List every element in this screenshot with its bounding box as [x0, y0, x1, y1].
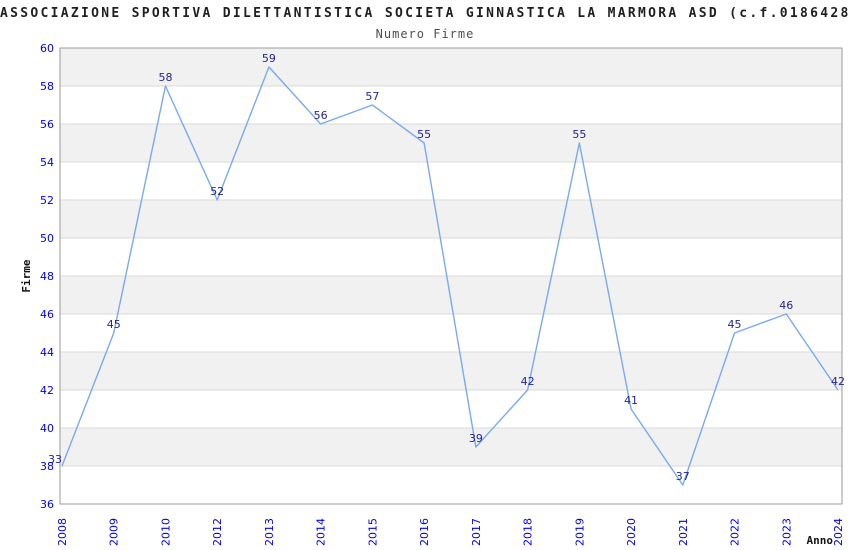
plot-band	[60, 200, 842, 238]
x-tick-label: 2023	[780, 518, 793, 546]
x-tick-label: 2012	[211, 518, 224, 546]
x-tick-label: 2010	[159, 518, 172, 546]
x-tick-label: 2017	[470, 518, 483, 546]
x-tick-label: 2013	[263, 518, 276, 546]
y-tick-label: 46	[40, 308, 54, 321]
y-tick-label: 38	[40, 460, 54, 473]
x-tick-label: 2016	[418, 518, 431, 546]
point-label: 46	[779, 299, 793, 312]
x-tick-label: 2020	[625, 518, 638, 546]
y-tick-label: 54	[40, 156, 54, 169]
point-label: 58	[158, 71, 172, 84]
point-label: 57	[365, 90, 379, 103]
plot-band	[60, 428, 842, 466]
point-label: 59	[262, 52, 276, 65]
plot-frame	[59, 47, 843, 505]
point-label: 45	[107, 318, 121, 331]
point-label: 42	[521, 375, 535, 388]
y-tick-label: 60	[40, 42, 54, 55]
point-label: 45	[728, 318, 742, 331]
x-tick-label: 2018	[522, 518, 535, 546]
chart-subtitle: Numero Firme	[375, 27, 475, 41]
plot-band	[60, 48, 842, 86]
y-tick-label: 44	[40, 346, 54, 359]
y-tick-label: 58	[40, 80, 54, 93]
point-label: 55	[572, 128, 586, 141]
chart-title: ASSOCIAZIONE SPORTIVA DILETTANTISTICA SO…	[0, 6, 850, 21]
y-tick-label: 50	[40, 232, 54, 245]
plot-band	[60, 276, 842, 314]
point-label: 41	[624, 394, 638, 407]
point-label: 39	[469, 432, 483, 445]
y-axis-title: Firme	[20, 259, 33, 292]
x-axis-title: Anno	[807, 534, 834, 547]
point-label: 56	[314, 109, 328, 122]
y-tick-label: 52	[40, 194, 54, 207]
point-label: 37	[676, 470, 690, 483]
x-tick-label: 2022	[729, 518, 742, 546]
y-tick-label: 40	[40, 422, 54, 435]
x-tick-label: 2009	[108, 518, 121, 546]
x-tick-label: 2008	[56, 518, 69, 546]
point-label: 33	[48, 453, 62, 466]
x-tick-label: 2021	[677, 518, 690, 546]
plot-band	[60, 124, 842, 162]
y-tick-label: 56	[40, 118, 54, 131]
x-tick-label: 2015	[366, 518, 379, 546]
plot-band	[60, 352, 842, 390]
point-label: 42	[831, 375, 845, 388]
point-label: 55	[417, 128, 431, 141]
point-label: 52	[210, 185, 224, 198]
series-line	[61, 66, 839, 486]
y-tick-label: 36	[40, 498, 54, 511]
x-tick-label: 2024	[832, 518, 845, 546]
x-tick-label: 2019	[573, 518, 586, 546]
x-tick-label: 2014	[315, 518, 328, 546]
y-tick-label: 42	[40, 384, 54, 397]
y-tick-label: 48	[40, 270, 54, 283]
